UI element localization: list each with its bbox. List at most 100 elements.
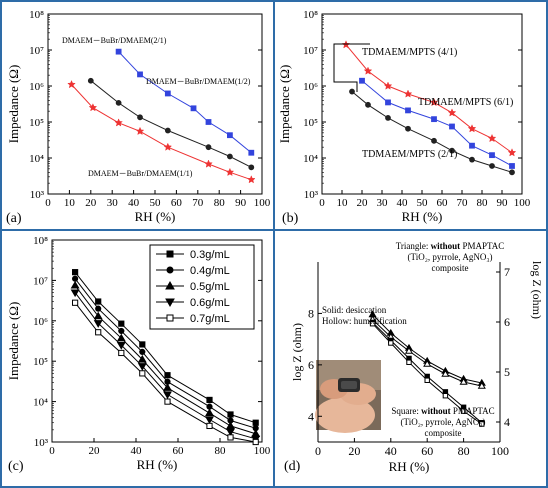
annotation-label: DMAEM－BuBr/DMAEM(2/1) (62, 36, 167, 45)
y-tick-label: 10⁵ (33, 356, 48, 368)
data-point (403, 89, 413, 98)
panel-letter: (c) (8, 459, 24, 474)
inset-photo (315, 360, 381, 433)
x-tick-label: 40 (397, 197, 409, 209)
data-point (137, 71, 143, 78)
data-point (206, 396, 213, 404)
data-point (164, 127, 171, 134)
data-point (163, 391, 172, 400)
y-tick-label-left: 4 (308, 409, 314, 423)
square-label-line1: Square: without PMAPTAC (391, 406, 494, 416)
annotation-label: DMAEM－BuBr/DMAEM(1/2) (146, 77, 251, 86)
legend-label: 0.6g/mL (190, 297, 230, 309)
y-tick-label: 10⁶ (29, 81, 44, 93)
y-tick-label: 10⁴ (33, 397, 48, 409)
y-tick-label: 10⁴ (29, 153, 44, 165)
data-point (442, 393, 449, 399)
x-tick-label: 20 (357, 197, 369, 209)
data-point (359, 77, 365, 84)
data-point (118, 349, 125, 357)
data-point (449, 123, 455, 130)
series-line (74, 302, 256, 443)
data-point (507, 148, 517, 157)
data-point (227, 411, 234, 418)
data-point (447, 108, 457, 117)
data-point (252, 438, 259, 446)
y-tick-label-right: 7 (504, 265, 510, 279)
callout-bracket (333, 62, 358, 92)
data-point (205, 416, 214, 425)
data-point (248, 149, 255, 156)
x-tick-label: 30 (377, 197, 389, 209)
data-point (469, 142, 475, 149)
data-point (139, 348, 146, 355)
data-point (385, 114, 391, 121)
plot-frame (51, 239, 263, 443)
data-point (226, 428, 235, 437)
data-point (93, 311, 103, 320)
data-point (363, 66, 373, 75)
x-tick-label: 0 (315, 444, 321, 458)
square-label-part: without (421, 406, 451, 416)
series-line (74, 271, 256, 424)
data-point (205, 144, 212, 151)
data-point (190, 105, 197, 112)
panel-letter: (b) (282, 211, 299, 226)
data-point (227, 153, 233, 160)
data-point (459, 377, 468, 385)
data-point (406, 359, 412, 365)
legend-marker (166, 314, 174, 322)
triangle-label-line2: (TiO₂, pyrrole, AgNO₃) (408, 252, 493, 262)
y-tick-label: 10⁷ (29, 45, 44, 57)
y-tick-label: 10⁶ (33, 316, 48, 328)
data-point (487, 133, 497, 143)
data-point (349, 88, 355, 95)
x-tick-label: 80 (215, 445, 227, 457)
panel-letter: (d) (284, 459, 301, 474)
data-point (95, 329, 102, 336)
x-tick-label: 80 (458, 444, 470, 458)
data-point (489, 163, 495, 169)
x-tick-label: 70 (192, 197, 204, 209)
data-point (204, 159, 213, 168)
x-tick-label: 40 (131, 445, 143, 457)
y-tick-label: 10⁴ (303, 153, 318, 165)
data-point (95, 305, 102, 312)
y-tick-label: 10³ (34, 437, 49, 449)
x-tick-label: 60 (437, 197, 449, 209)
x-tick-label: 100 (254, 197, 271, 209)
x-tick-label: 0 (45, 197, 51, 209)
x-tick-label: 50 (417, 197, 429, 209)
y-tick-label: 10³ (304, 189, 319, 201)
annotation-label: TDMAEM/MPTS (2/1) (362, 149, 457, 160)
square-label-part: Square: (391, 406, 421, 416)
y-axis-label-left: log Z (ohm) (290, 323, 304, 381)
square-label-line2: (TiO₂, pyrrole, AgNO₃) (401, 417, 486, 427)
y-tick-label: 10⁶ (303, 81, 318, 93)
data-point (441, 369, 450, 377)
callout-bracket (333, 43, 370, 62)
x-tick-label: 20 (89, 445, 101, 457)
data-point (509, 169, 515, 176)
y-axis-label: Impedance (Ω) (6, 65, 21, 144)
x-tick-label: 50 (150, 197, 162, 209)
annotation-label: TDMAEM/MPTS (4/1) (362, 47, 457, 58)
data-point (227, 434, 234, 441)
data-point (72, 275, 79, 282)
data-point (116, 333, 126, 342)
data-point (135, 126, 145, 136)
x-axis-label: RH (%) (389, 459, 430, 474)
data-point (115, 48, 122, 55)
y-tick-label: 10⁸ (33, 235, 48, 247)
x-axis-label: RH (%) (137, 457, 178, 472)
data-point (424, 377, 430, 383)
x-tick-label: 40 (128, 197, 140, 209)
x-tick-label: 70 (457, 197, 469, 209)
legend-label: 0.5g/mL (190, 281, 230, 293)
data-point (431, 116, 437, 123)
y-tick-label: 10⁸ (29, 9, 44, 21)
data-point (206, 422, 213, 430)
data-point (163, 383, 172, 391)
x-tick-label: 10 (64, 197, 76, 209)
data-point (205, 408, 214, 417)
